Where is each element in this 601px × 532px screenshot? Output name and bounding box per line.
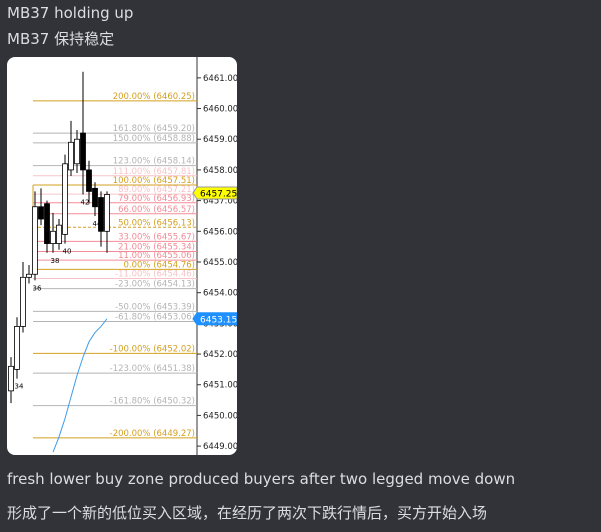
bar-count-label: 34 (15, 383, 24, 391)
fib-label: 100.00% (6457.51) (113, 176, 195, 186)
candle-body (32, 206, 38, 275)
fib-label: 66.00% (6456.57) (118, 205, 195, 215)
fib-label: 89.00% (6457.21) (118, 185, 195, 195)
price-tag-label: 6453.15 (200, 315, 237, 325)
candle-body (26, 273, 32, 278)
candle-body (38, 206, 44, 220)
y-tick-label: 6452.00 (203, 350, 237, 360)
fib-label: -61.80% (6453.06) (115, 313, 195, 323)
average-line (52, 318, 108, 453)
y-tick-label: 6458.00 (203, 166, 237, 176)
bar-count-label: 36 (33, 284, 42, 292)
price-tag (192, 312, 237, 326)
fib-label: 161.80% (6459.20) (113, 124, 195, 134)
fib-label: -23.00% (6454.13) (115, 280, 195, 290)
bar-count-label: 44 (93, 220, 102, 228)
bar-count-label: 38 (51, 257, 60, 265)
candle-body (104, 194, 110, 232)
fib-label: -161.80% (6450.32) (110, 397, 195, 407)
fib-label: 150.00% (6458.88) (113, 134, 195, 144)
price-tag (192, 186, 237, 200)
y-tick-label: 6456.00 (203, 227, 237, 237)
y-tick-label: 6450.00 (203, 411, 237, 421)
y-tick-label: 6451.00 (203, 381, 237, 391)
candle-body (98, 197, 104, 232)
candle-body (56, 224, 62, 244)
y-tick-label: 6454.00 (203, 289, 237, 299)
message-line: MB37 保持稳定 (7, 30, 115, 48)
fib-label: -11.00% (6454.46) (115, 270, 195, 280)
chart-image[interactable]: 6461.00 6460.00 6459.00 6458.00 6457.00 6456.… (7, 57, 237, 455)
y-tick-label: 6459.00 (203, 135, 237, 145)
fib-label: -200.00% (6449.27) (110, 429, 195, 439)
message-line: MB37 holding up (7, 4, 134, 22)
y-tick-label: 6461.00 (203, 74, 237, 84)
fib-label: 123.00% (6458.14) (113, 157, 195, 167)
candle-body (50, 230, 56, 244)
fib-label: -50.00% (6453.39) (115, 302, 195, 312)
candle-body (80, 132, 86, 171)
candle-body (68, 141, 74, 171)
candle-body (8, 365, 14, 392)
y-tick-label: 6449.00 (203, 442, 237, 452)
fib-label: 200.00% (6460.25) (113, 92, 195, 102)
bar-count-label: 40 (63, 248, 72, 256)
fib-label: 79.00% (6456.93) (118, 194, 195, 204)
bar-count-label: 42 (81, 198, 90, 206)
y-tick-label: 6457.00 (203, 197, 237, 207)
fib-label: 33.00% (6455.67) (118, 232, 195, 242)
caption-line: fresh lower buy zone produced buyers aft… (7, 470, 516, 488)
fib-label: 50.00% (6456.13) (118, 218, 195, 228)
fib-label: 0.00% (6454.76) (124, 260, 196, 270)
candle-body (44, 203, 50, 244)
y-tick-label: 6460.00 (203, 105, 237, 115)
candle-body (86, 169, 92, 192)
fib-label: 21.00% (6455.34) (118, 243, 195, 253)
fib-label: 111.00% (6457.81) (113, 167, 195, 177)
candle-body (62, 163, 68, 235)
fib-label: -123.00% (6451.38) (110, 364, 195, 374)
price-tag-label: 6457.25 (200, 189, 237, 199)
candle-body (20, 276, 26, 327)
fib-label: 11.00% (6455.06) (118, 251, 195, 261)
fib-label: -100.00% (6452.02) (110, 344, 195, 354)
candle-body (14, 326, 20, 370)
y-tick-label: 6455.00 (203, 258, 237, 268)
caption-line: 形成了一个新的低位买入区域，在经历了两次下跌行情后，买方开始入场 (7, 504, 488, 522)
candle-body (92, 187, 98, 208)
candle-body (74, 138, 80, 165)
